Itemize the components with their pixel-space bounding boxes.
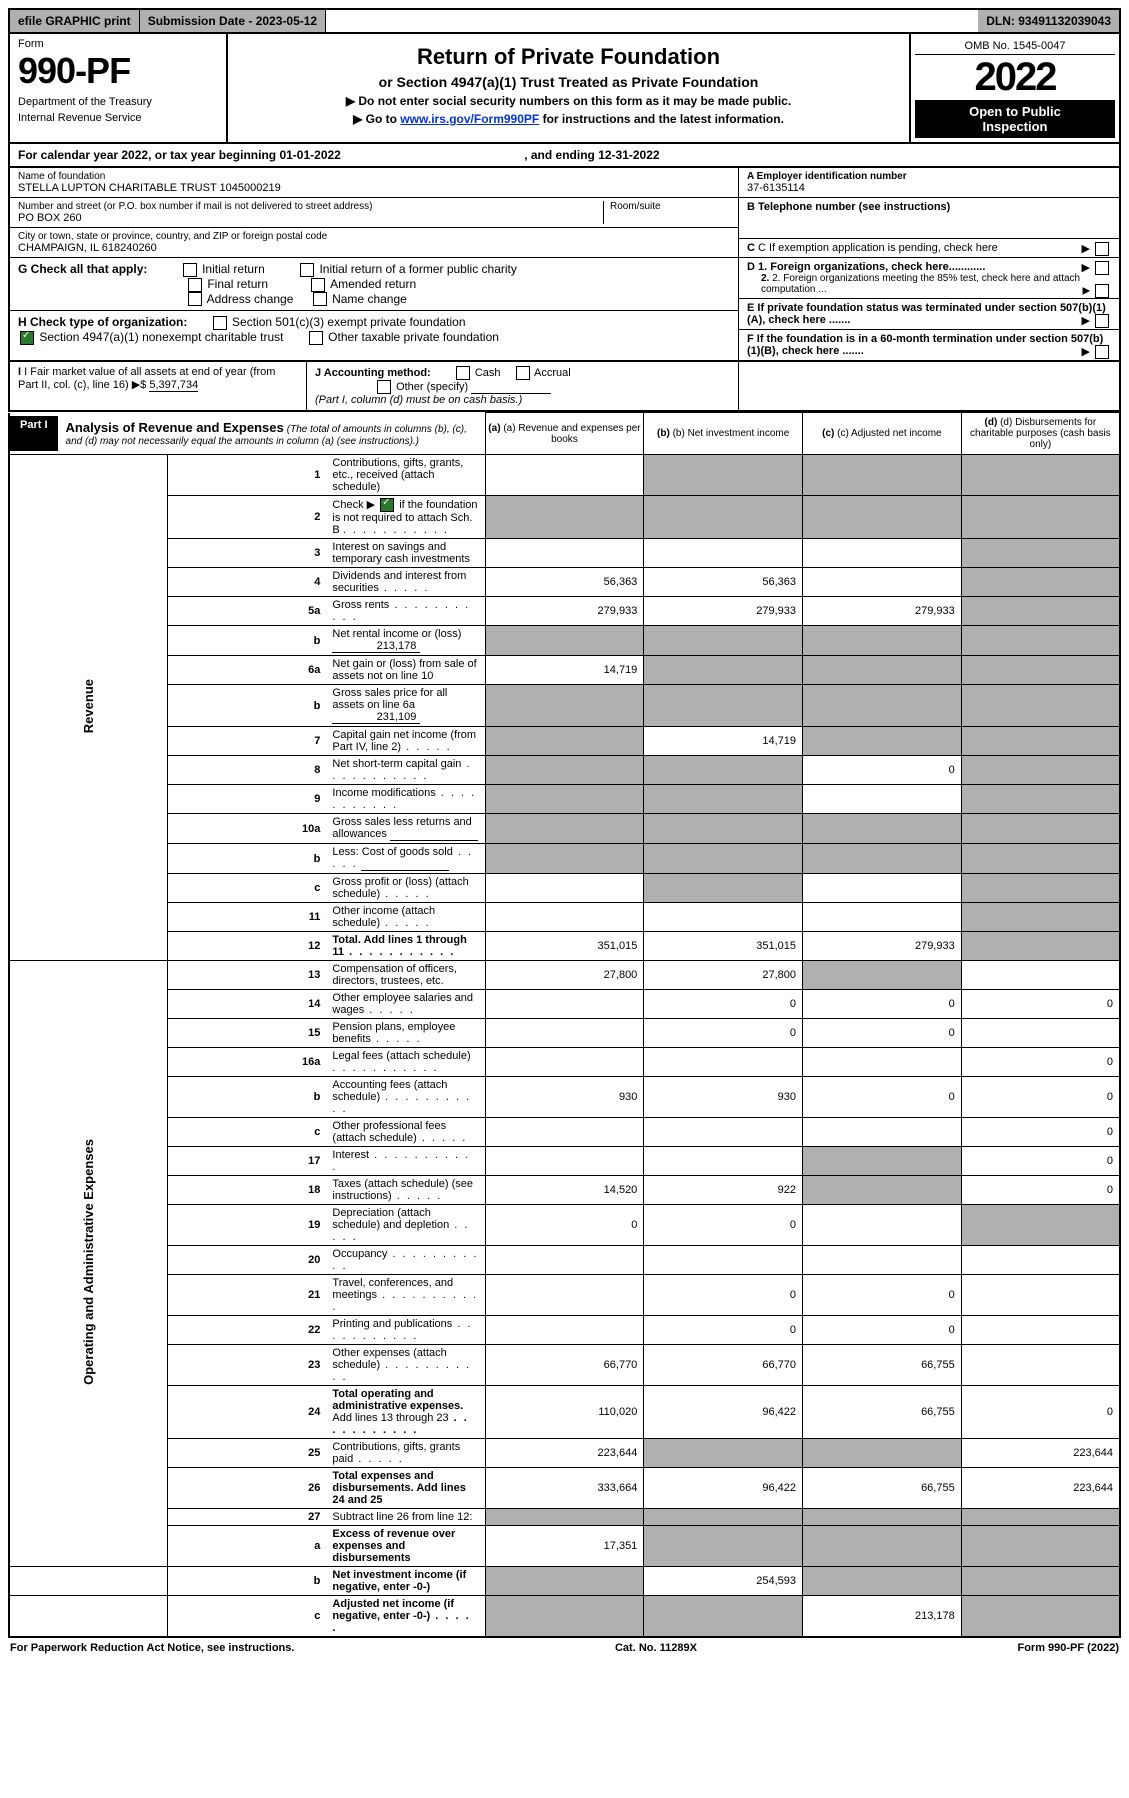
irs-link[interactable]: www.irs.gov/Form990PF [400,112,539,126]
tax-year: 2022 [915,55,1115,100]
col-d-header: (d) (d) Disbursements for charitable pur… [961,413,1120,455]
checkbox-e[interactable] [1095,314,1109,328]
inspection-label: Open to Public Inspection [915,100,1115,138]
calendar-year-row: For calendar year 2022, or tax year begi… [8,144,1121,168]
dln-label: DLN: 93491132039043 [978,10,1119,32]
address-cell: Number and street (or P.O. box number if… [10,198,738,228]
e-cell: E If private foundation status was termi… [739,299,1119,330]
checkbox-cash[interactable] [456,366,470,380]
part1-label: Part I [10,416,58,451]
checkbox-other-taxable[interactable] [309,331,323,345]
efile-label: efile GRAPHIC print [10,10,140,32]
j-cell: J Accounting method: Cash Accrual Other … [307,362,739,410]
form-number: 990-PF [18,50,218,92]
footer-mid: Cat. No. 11289X [615,1642,697,1654]
f-cell: F If the foundation is in a 60-month ter… [739,330,1119,360]
checkbox-initial-former[interactable] [300,263,314,277]
footer-right: Form 990-PF (2022) [1017,1642,1119,1654]
col-c-header: (c) (c) Adjusted net income [803,413,962,455]
part1-title: Analysis of Revenue and Expenses [66,420,284,435]
header-center: Return of Private Foundation or Section … [228,34,909,142]
footer: For Paperwork Reduction Act Notice, see … [8,1638,1121,1658]
instr-2: ▶ Go to www.irs.gov/Form990PF for instru… [236,112,901,126]
top-bar: efile GRAPHIC print Submission Date - 20… [8,8,1121,34]
checkbox-accrual[interactable] [516,366,530,380]
info-right: A Employer identification number 37-6135… [738,168,1119,360]
checkbox-address-change[interactable] [188,292,202,306]
irs-label: Internal Revenue Service [18,112,218,124]
form-title: Return of Private Foundation [236,44,901,70]
form-header: Form 990-PF Department of the Treasury I… [8,34,1121,144]
omb-number: OMB No. 1545-0047 [915,38,1115,55]
col-b-header: (b) (b) Net investment income [644,413,803,455]
checkbox-other-method[interactable] [377,380,391,394]
checkbox-f[interactable] [1095,345,1109,359]
ij-row: I I Fair market value of all assets at e… [8,362,1121,412]
checkbox-amended[interactable] [311,278,325,292]
city-cell: City or town, state or province, country… [10,228,738,258]
checkbox-initial-return[interactable] [183,263,197,277]
revenue-side-label: Revenue [9,455,168,961]
checkbox-final-return[interactable] [188,278,202,292]
checkbox-d1[interactable] [1095,261,1109,275]
checkbox-schb[interactable] [380,498,394,512]
header-left: Form 990-PF Department of the Treasury I… [10,34,228,142]
checkbox-501c3[interactable] [213,316,227,330]
ein-cell: A Employer identification number 37-6135… [739,168,1119,198]
phone-cell: B Telephone number (see instructions) [739,198,1119,239]
form-subtitle: or Section 4947(a)(1) Trust Treated as P… [236,74,901,90]
i-cell: I I Fair market value of all assets at e… [10,362,307,410]
g-section: G Check all that apply: Initial return I… [10,258,738,311]
checkbox-4947a1[interactable] [20,331,34,345]
instr-1: ▶ Do not enter social security numbers o… [236,94,901,108]
submission-date: Submission Date - 2023-05-12 [140,10,326,32]
checkbox-c[interactable] [1095,242,1109,256]
foundation-name-cell: Name of foundation STELLA LUPTON CHARITA… [10,168,738,198]
info-grid: Name of foundation STELLA LUPTON CHARITA… [8,168,1121,362]
expenses-side-label: Operating and Administrative Expenses [9,961,168,1567]
j-right-spacer [739,362,1119,410]
col-a-header: (a) (a) Revenue and expenses per books [485,413,644,455]
footer-left: For Paperwork Reduction Act Notice, see … [10,1642,294,1654]
c-cell: C C If exemption application is pending,… [739,239,1119,258]
form-label: Form [18,38,218,50]
info-left: Name of foundation STELLA LUPTON CHARITA… [10,168,738,360]
dept-treasury: Department of the Treasury [18,96,218,108]
h-section: H Check type of organization: Section 50… [10,311,738,349]
checkbox-name-change[interactable] [313,292,327,306]
checkbox-d2[interactable] [1095,284,1109,298]
d-cell: D 1. Foreign organizations, check here..… [739,258,1119,299]
header-right: OMB No. 1545-0047 2022 Open to Public In… [909,34,1119,142]
main-table: Part I Analysis of Revenue and Expenses … [8,412,1121,1638]
